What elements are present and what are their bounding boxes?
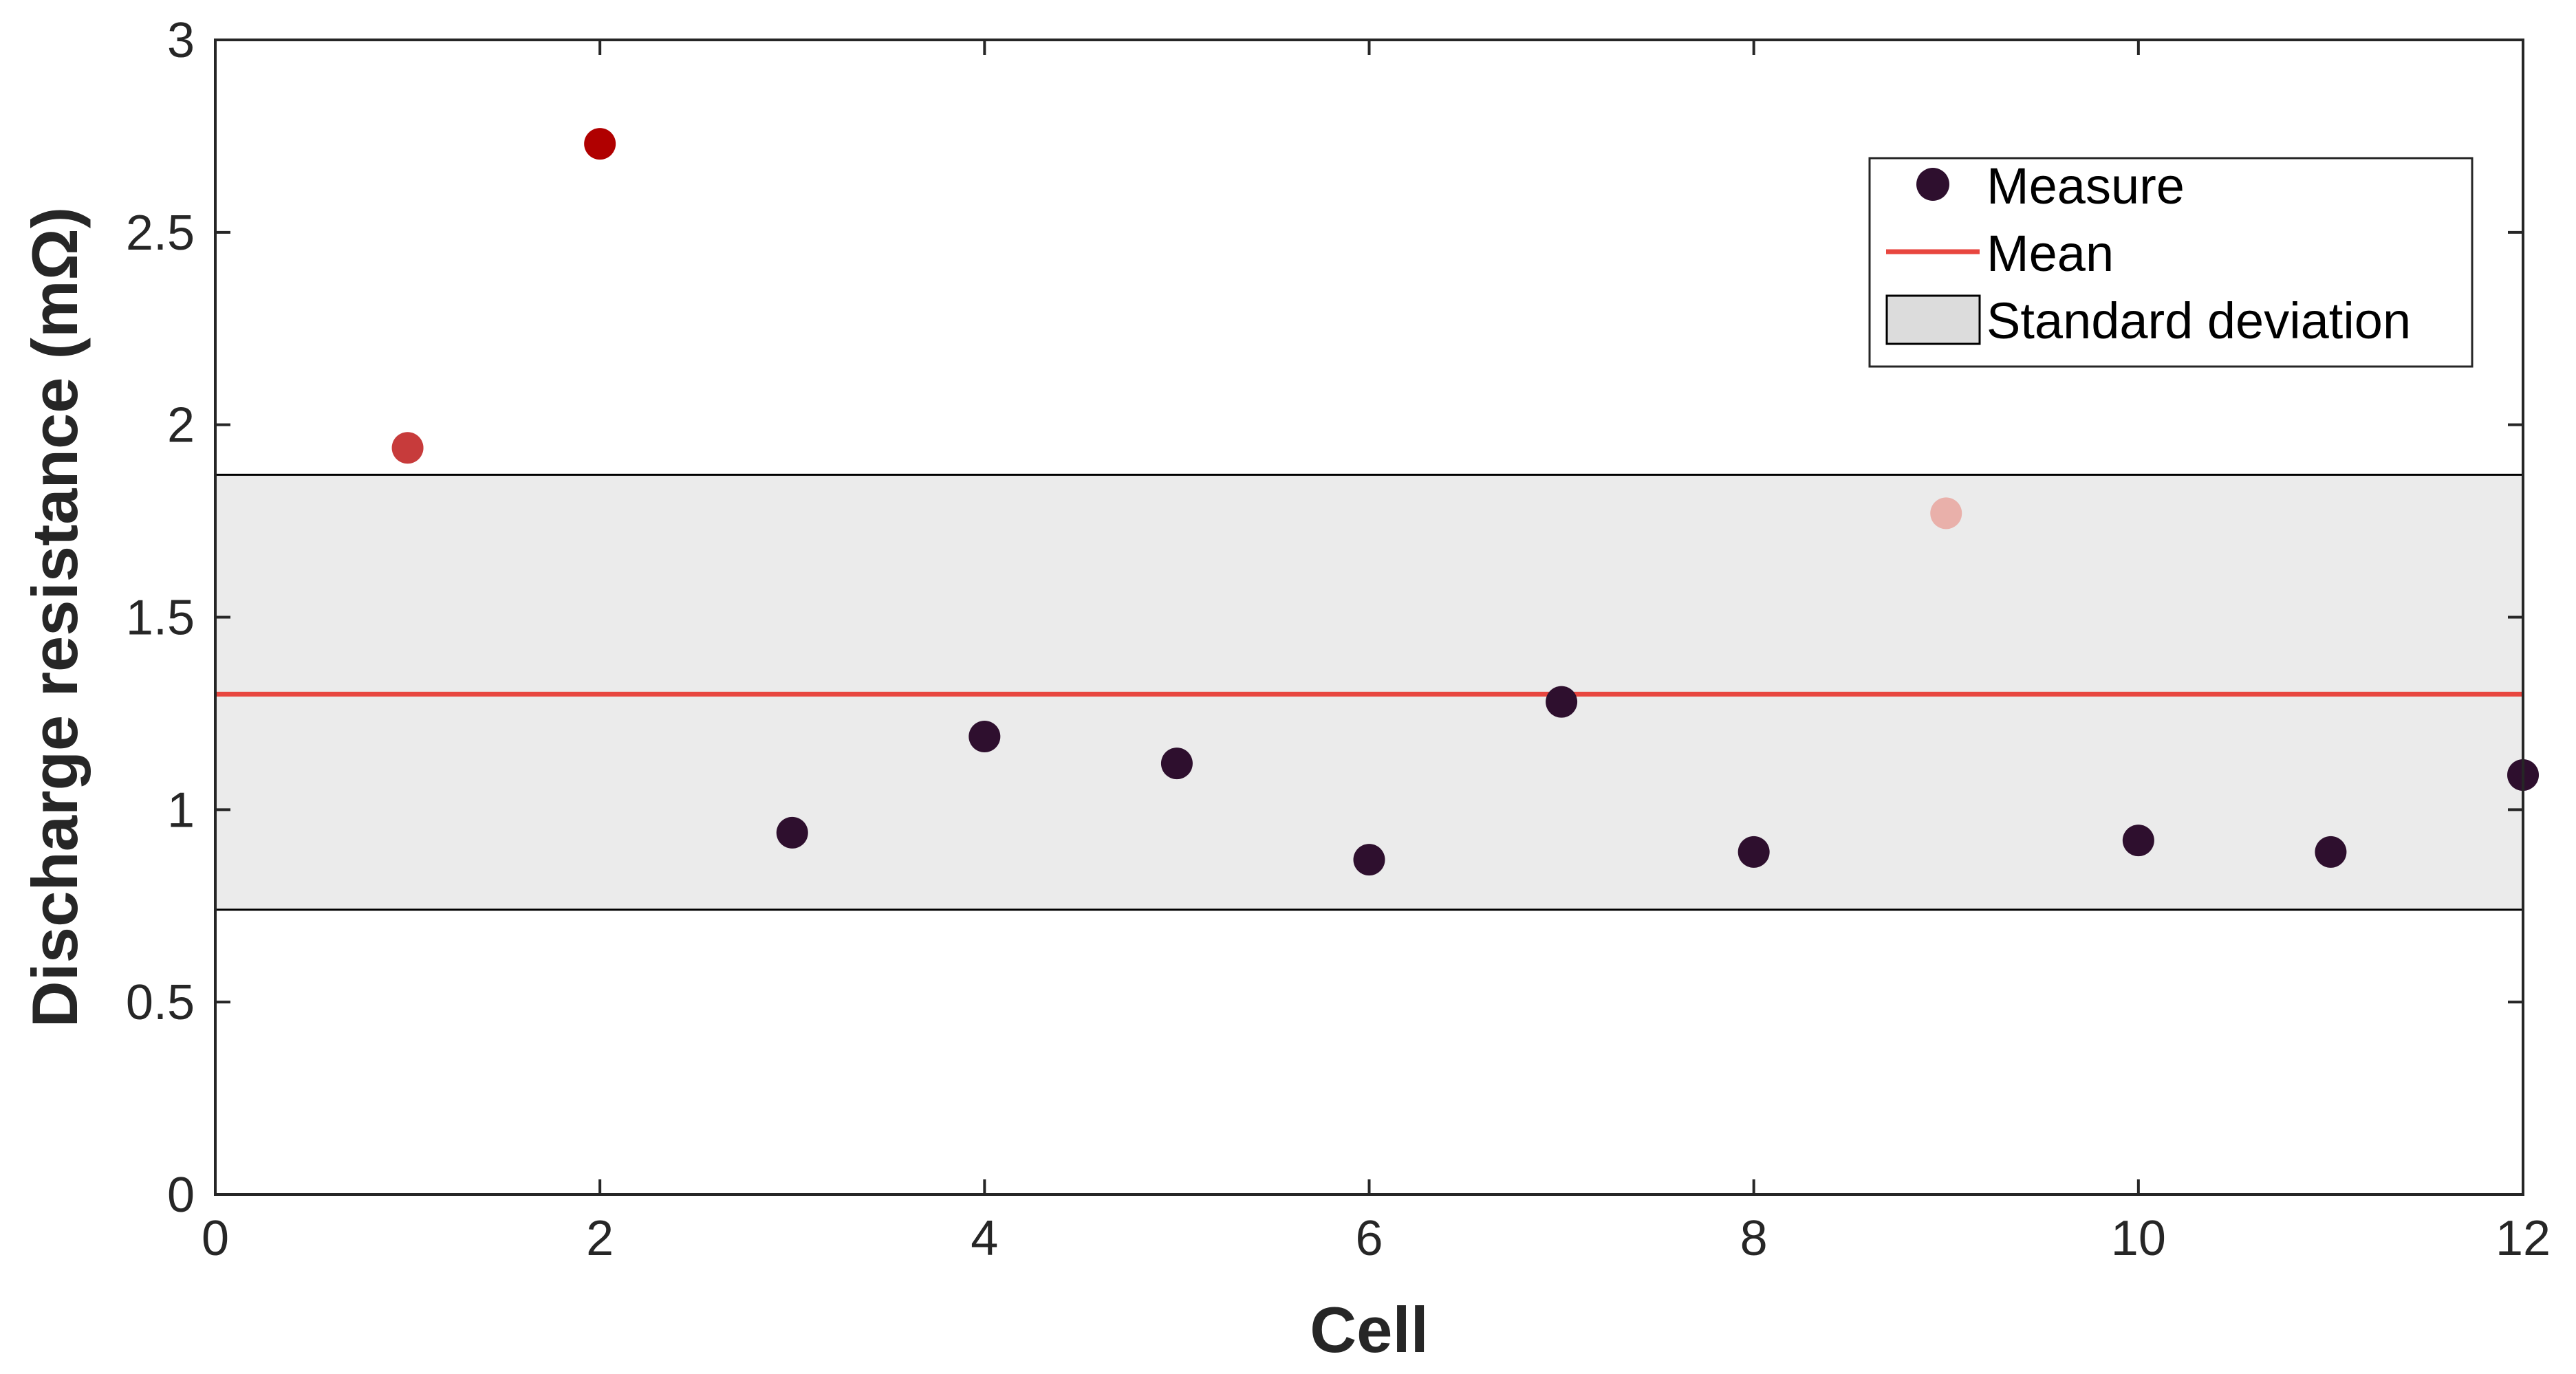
y-tick-label: 0 — [167, 1168, 195, 1223]
x-tick-label: 6 — [1355, 1211, 1383, 1266]
y-tick-label: 2 — [167, 398, 195, 453]
data-point — [2315, 836, 2347, 868]
x-tick-label: 12 — [2496, 1211, 2551, 1266]
x-tick-label: 10 — [2111, 1211, 2166, 1266]
data-point — [1930, 497, 1962, 530]
y-tick-label: 2.5 — [126, 206, 195, 261]
data-point — [2122, 825, 2154, 857]
legend-marker-measure — [1916, 168, 1949, 201]
x-tick-label: 8 — [1740, 1211, 1768, 1266]
data-point — [1546, 686, 1578, 718]
y-tick-label: 1.5 — [126, 591, 195, 646]
legend-patch-standard-deviation — [1885, 294, 1981, 345]
y-tick-label: 3 — [167, 13, 195, 68]
x-axis-title: Cell — [1310, 1294, 1428, 1366]
x-tick-label: 4 — [971, 1211, 998, 1266]
x-tick-label: 0 — [202, 1211, 229, 1266]
data-point — [968, 720, 1001, 752]
data-point — [776, 816, 808, 849]
y-axis-title: Discharge resistance (mΩ) — [19, 207, 91, 1027]
data-point — [1160, 748, 1193, 780]
legend-label-mean: Mean — [1987, 225, 2114, 282]
x-axis: 0 2 4 6 8 10 12 — [202, 40, 2551, 1266]
x-tick-label: 2 — [586, 1211, 614, 1266]
data-point — [584, 128, 616, 160]
y-axis: 0 0.5 1 1.5 2 2.5 3 — [126, 13, 2523, 1223]
y-tick-label: 1 — [167, 783, 195, 838]
data-point — [1353, 844, 1385, 876]
legend-label-standard-deviation: Standard deviation — [1987, 292, 2411, 349]
data-point — [391, 432, 424, 464]
y-tick-label: 0.5 — [126, 975, 195, 1030]
legend: Measure Mean Standard deviation — [1868, 157, 2474, 368]
data-point — [1738, 836, 1770, 868]
legend-label-measure: Measure — [1987, 157, 2185, 215]
